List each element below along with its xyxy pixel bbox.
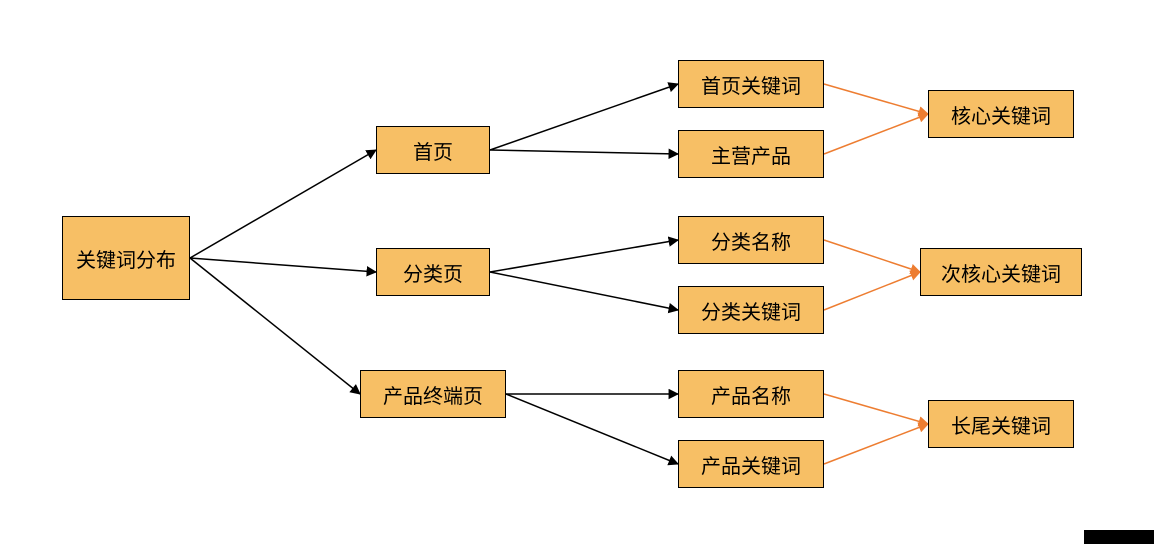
edge-cat-cat_nm [490, 240, 678, 272]
node-prod_nm: 产品名称 [678, 370, 824, 418]
node-home_mp: 主营产品 [678, 130, 824, 178]
edge-cat_nm-sub [824, 240, 920, 272]
edge-prod_nm-long [824, 394, 928, 424]
edge-home-home_mp [490, 150, 678, 154]
node-label: 首页关键词 [701, 70, 801, 99]
node-label: 产品终端页 [383, 380, 483, 409]
node-label: 产品名称 [711, 380, 791, 409]
node-root: 关键词分布 [62, 216, 190, 300]
edge-root-home [190, 150, 376, 258]
node-cat: 分类页 [376, 248, 490, 296]
edge-cat-cat_kw [490, 272, 678, 310]
edge-prod_kw-long [824, 424, 928, 464]
node-label: 次核心关键词 [941, 258, 1061, 287]
node-label: 分类名称 [711, 226, 791, 255]
node-long: 长尾关键词 [928, 400, 1074, 448]
edge-home_kw-core [824, 84, 928, 114]
node-label: 长尾关键词 [951, 410, 1051, 439]
edge-root-cat [190, 258, 376, 272]
edge-prod-prod_kw [506, 394, 678, 464]
node-cat_nm: 分类名称 [678, 216, 824, 264]
node-core: 核心关键词 [928, 90, 1074, 138]
node-cat_kw: 分类关键词 [678, 286, 824, 334]
node-label: 核心关键词 [951, 100, 1051, 129]
edge-home_mp-core [824, 114, 928, 154]
edge-cat_kw-sub [824, 272, 920, 310]
edge-root-prod [190, 258, 360, 394]
node-home_kw: 首页关键词 [678, 60, 824, 108]
node-label: 分类关键词 [701, 296, 801, 325]
node-home: 首页 [376, 126, 490, 174]
diagram-canvas: 关键词分布 首页分类页产品终端页 首页关键词主营产品分类名称分类关键词产品名称产品关… [0, 0, 1167, 557]
node-label: 分类页 [403, 258, 463, 287]
node-label: 产品关键词 [701, 450, 801, 479]
edge-home-home_kw [490, 84, 678, 150]
footer-bar [1084, 530, 1154, 544]
node-label: 主营产品 [711, 140, 791, 169]
node-prod_kw: 产品关键词 [678, 440, 824, 488]
node-prod: 产品终端页 [360, 370, 506, 418]
node-label: 首页 [413, 136, 453, 165]
node-label: 关键词分布 [76, 244, 176, 273]
node-sub: 次核心关键词 [920, 248, 1082, 296]
